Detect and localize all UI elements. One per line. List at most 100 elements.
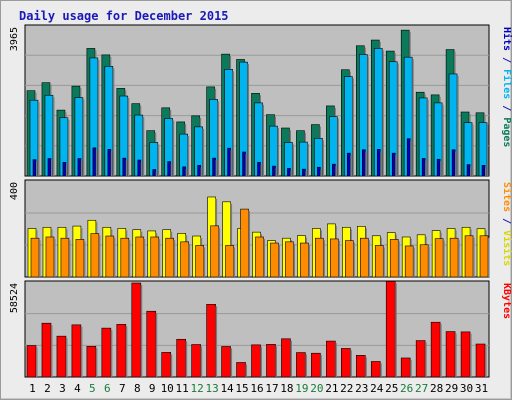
bar-files-13-shadow <box>217 101 220 176</box>
bar-sites-22 <box>345 240 354 278</box>
bar-hits-11-shadow <box>185 168 188 176</box>
bar-files-20-shadow <box>322 140 324 176</box>
bar-kbytes-21-shadow <box>335 343 337 377</box>
x-tick-label-4: 4 <box>74 382 81 395</box>
bar-kbytes-19-shadow <box>305 354 307 377</box>
bar-sites-16-shadow <box>263 238 266 277</box>
bar-hits-8 <box>137 159 142 177</box>
bar-kbytes-27 <box>415 340 426 378</box>
bar-sites-14-shadow <box>233 247 236 277</box>
bar-kbytes-25-shadow <box>395 283 397 377</box>
bar-hits-14-shadow <box>230 150 233 176</box>
x-tick-label-10: 10 <box>161 382 174 395</box>
bar-sites-1 <box>30 237 40 278</box>
bar-kbytes-27-shadow <box>425 342 427 377</box>
bar-hits-11 <box>182 166 186 177</box>
bar-sites-31-shadow <box>488 237 490 277</box>
bar-sites-23 <box>359 237 369 278</box>
bar-files-23-shadow <box>367 56 369 176</box>
bar-sites-27 <box>419 244 429 278</box>
bar-hits-18 <box>287 168 291 177</box>
bar-files-2-shadow <box>52 97 55 176</box>
bar-hits-18-shadow <box>290 170 292 176</box>
bar-sites-6 <box>105 235 115 278</box>
bar-sites-12-shadow <box>203 247 206 277</box>
bar-hits-20-shadow <box>320 169 322 176</box>
bar-hits-17-shadow <box>275 168 277 176</box>
bar-kbytes-10 <box>161 352 172 378</box>
legend-files: Files <box>501 69 512 99</box>
bar-sites-8 <box>135 236 145 278</box>
bar-files-18-shadow <box>292 144 294 176</box>
x-tick-label-21: 21 <box>325 382 338 395</box>
bar-hits-7-shadow <box>125 160 128 176</box>
bar-kbytes-24 <box>370 361 381 378</box>
bar-hits-12-shadow <box>200 167 203 176</box>
bar-files-31-shadow <box>487 124 489 176</box>
bar-kbytes-25 <box>385 281 396 378</box>
bar-sites-6-shadow <box>113 238 116 277</box>
bar-sites-28 <box>434 238 444 278</box>
bar-kbytes-16-shadow <box>260 346 263 377</box>
bar-hits-31 <box>481 165 486 177</box>
bar-sites-26-shadow <box>413 247 415 277</box>
x-tick-label-16: 16 <box>250 382 263 395</box>
x-tick-label-30: 30 <box>460 382 473 395</box>
bar-hits-1 <box>32 159 37 177</box>
bar-hits-29 <box>451 149 456 177</box>
legend-pages: Pages <box>501 117 512 147</box>
bar-sites-15 <box>240 208 249 278</box>
bar-kbytes-12 <box>191 344 201 378</box>
x-tick-label-29: 29 <box>445 382 458 395</box>
bar-sites-2-shadow <box>53 238 56 277</box>
bar-sites-20 <box>315 237 324 278</box>
bar-kbytes-22-shadow <box>350 350 352 377</box>
x-tick-label-27: 27 <box>415 382 428 395</box>
bar-hits-28-shadow <box>440 161 442 176</box>
bar-sites-29 <box>449 237 459 278</box>
bar-sites-27-shadow <box>428 246 430 277</box>
bar-sites-9 <box>150 236 160 278</box>
bar-kbytes-8-shadow <box>140 285 143 377</box>
bar-kbytes-2 <box>41 322 52 378</box>
bar-kbytes-14 <box>221 346 231 378</box>
bar-hits-26-shadow <box>410 140 412 176</box>
bar-files-4-shadow <box>82 99 85 176</box>
x-tick-label-8: 8 <box>134 382 141 395</box>
legend-separator: / <box>501 212 512 230</box>
bar-files-16-shadow <box>262 104 265 176</box>
bar-sites-30 <box>464 235 474 278</box>
bar-hits-28 <box>436 158 441 177</box>
x-tick-label-18: 18 <box>280 382 293 395</box>
legend-sites: Sites <box>501 182 512 212</box>
bar-sites-4 <box>75 239 85 278</box>
bar-kbytes-6 <box>101 327 112 378</box>
bar-sites-24 <box>374 245 384 278</box>
bar-hits-25-shadow <box>395 155 397 176</box>
bar-hits-15 <box>242 151 246 177</box>
bar-kbytes-30 <box>460 331 471 378</box>
bar-sites-15-shadow <box>248 211 251 277</box>
bar-hits-9 <box>152 169 157 177</box>
bar-kbytes-21 <box>326 340 336 378</box>
bar-hits-17 <box>272 165 276 177</box>
y-max-label-hits-files-pages: 3965 <box>9 27 20 51</box>
x-tick-label-23: 23 <box>355 382 368 395</box>
bar-kbytes-17 <box>266 344 276 378</box>
bar-hits-2-shadow <box>50 160 53 176</box>
bar-sites-3-shadow <box>68 240 71 277</box>
bar-kbytes-9 <box>146 310 157 378</box>
bar-kbytes-5 <box>86 346 97 378</box>
bar-kbytes-23-shadow <box>365 357 367 377</box>
bar-kbytes-6-shadow <box>110 330 113 377</box>
bar-kbytes-1 <box>26 345 37 378</box>
bar-hits-30-shadow <box>470 166 472 176</box>
bar-hits-30 <box>466 164 471 177</box>
legend-kbytes: KBytes <box>501 283 512 319</box>
bar-sites-30-shadow <box>473 237 475 277</box>
bar-kbytes-8 <box>131 282 142 378</box>
bar-hits-5 <box>92 147 97 177</box>
bar-hits-20 <box>317 166 321 177</box>
bar-hits-4-shadow <box>80 160 83 176</box>
